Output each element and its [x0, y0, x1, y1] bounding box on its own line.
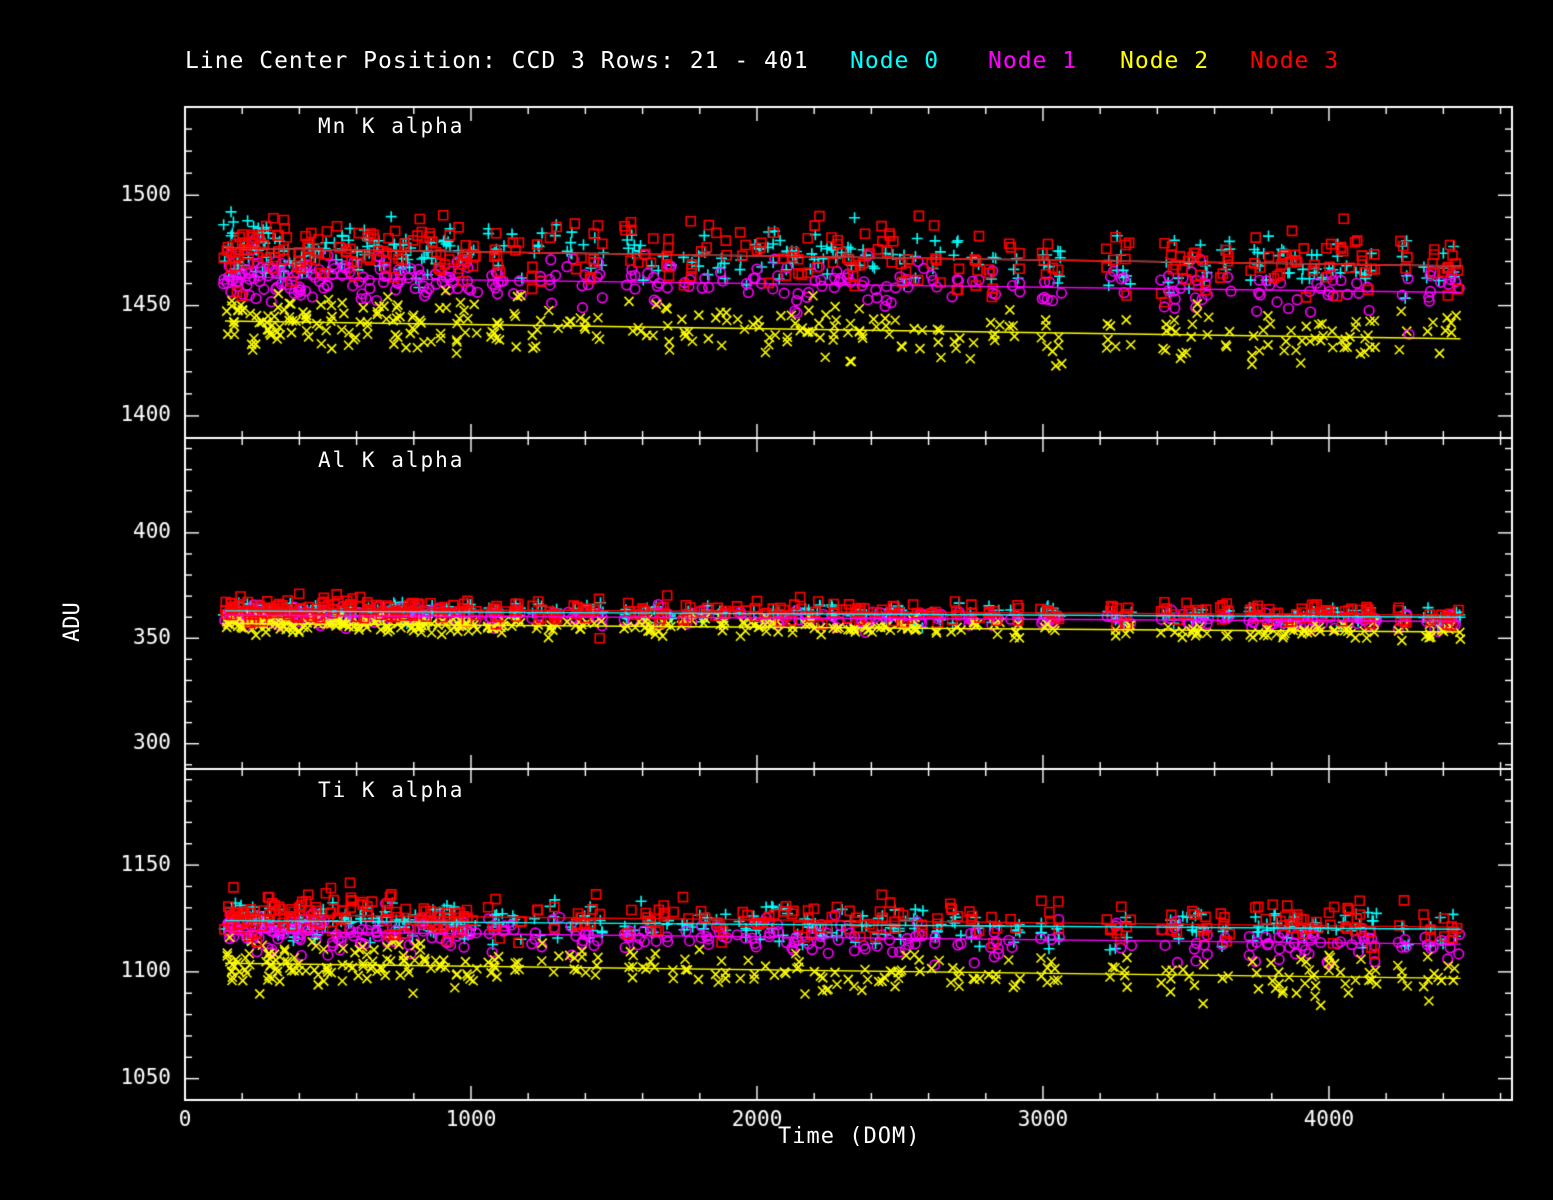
panel-label-mn-k-alpha: Mn K alpha: [318, 114, 465, 138]
x-axis-label: Time (DOM): [778, 1124, 921, 1149]
legend-node-1: Node 1: [988, 48, 1078, 74]
chart-title: Line Center Position: CCD 3 Rows: 21 - 4…: [185, 48, 809, 74]
y-axis-label: ADU: [60, 602, 85, 642]
legend-node-3: Node 3: [1250, 48, 1340, 74]
panel-label-ti-k-alpha: Ti K alpha: [318, 778, 465, 802]
legend-node-2: Node 2: [1120, 48, 1210, 74]
legend-node-0: Node 0: [850, 48, 940, 74]
panel-label-al-k-alpha: Al K alpha: [318, 448, 465, 472]
